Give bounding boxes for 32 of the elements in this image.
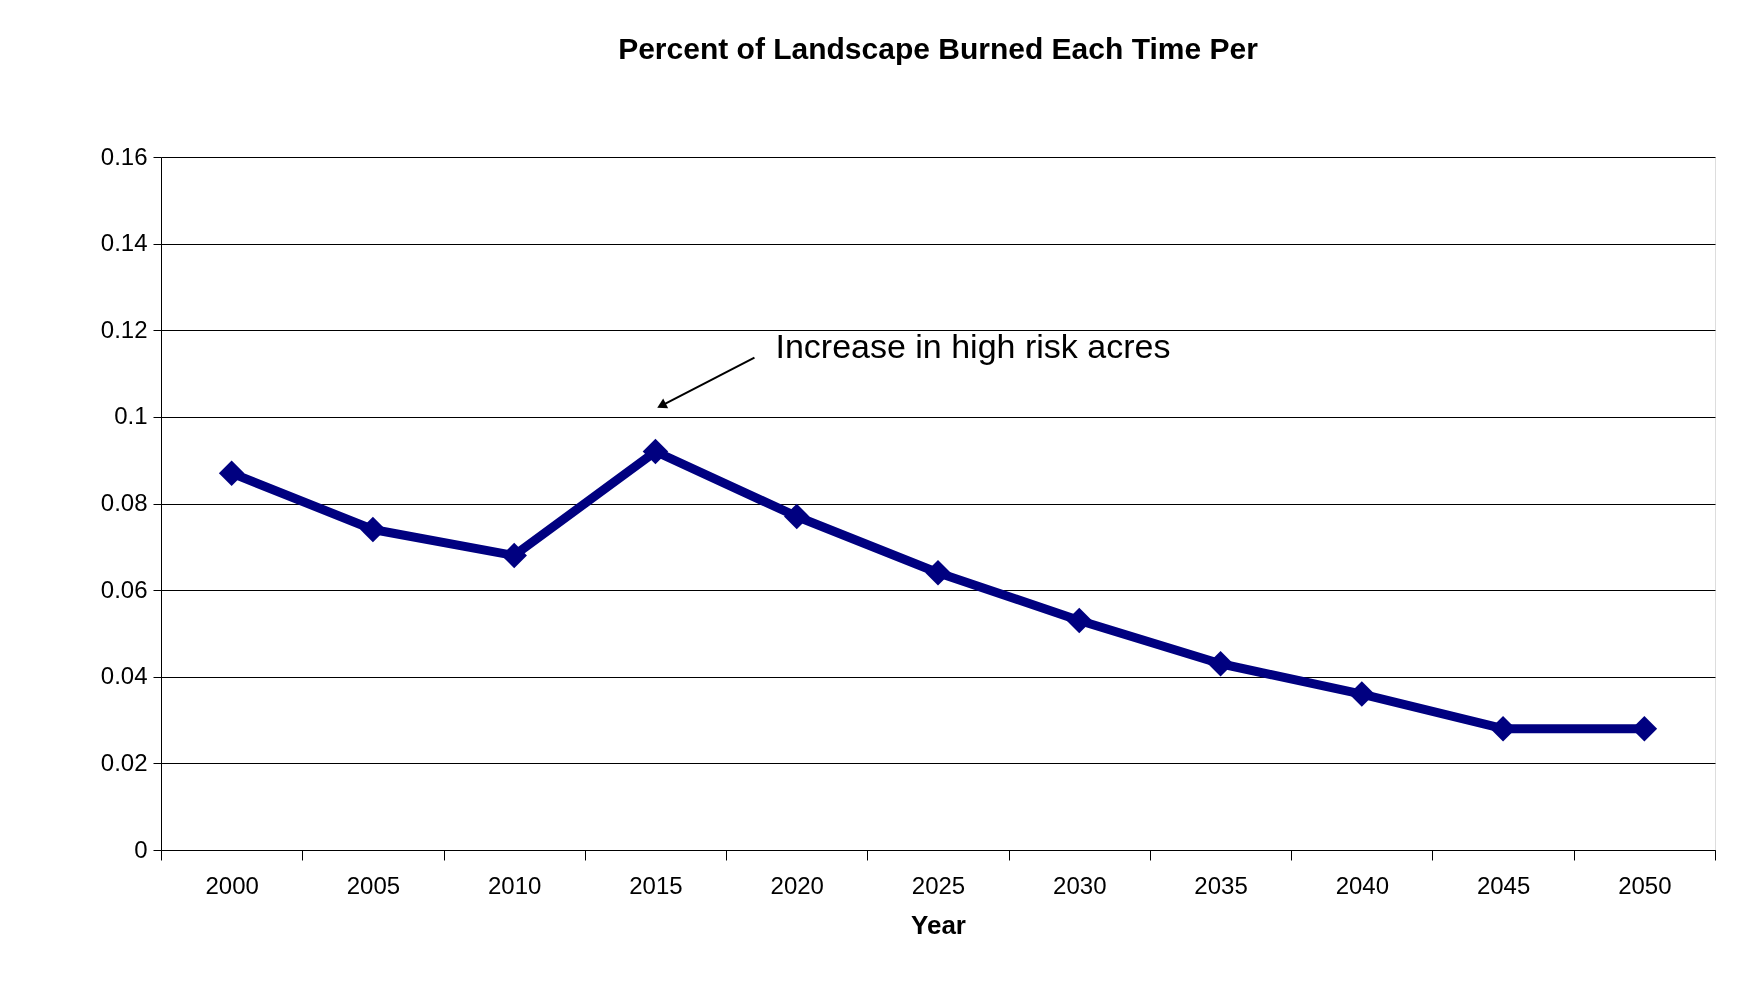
point — [1349, 681, 1375, 707]
point — [925, 560, 951, 586]
y-tick-label: 0.14 — [100, 229, 148, 257]
x-tick-label: 2045 — [1476, 871, 1531, 899]
x-tick-label: 2030 — [1053, 871, 1107, 899]
x-tick-label: 2040 — [1335, 871, 1390, 899]
point — [360, 516, 386, 543]
x-tick-label: 2035 — [1194, 871, 1248, 899]
x-tick-label: 2015 — [629, 871, 683, 899]
x-tick-label: 2050 — [1618, 871, 1672, 899]
point — [783, 503, 810, 530]
y-tick-label: 0.1 — [114, 402, 148, 430]
y-tick-label: 0 — [134, 835, 148, 863]
point — [501, 542, 527, 569]
y-tick-label: 0.08 — [100, 489, 148, 516]
y-tick-label: 0.16 — [100, 142, 148, 170]
point — [642, 438, 669, 465]
x-axis-title: Year — [911, 909, 966, 940]
chart-title: Percent of Landscape Burned Each Time Per — [618, 32, 1259, 65]
y-tick-label: 0.02 — [100, 748, 148, 776]
y-tick-label: 0.04 — [100, 662, 148, 690]
annotation: Increase in high risk acres — [775, 326, 1171, 365]
point — [1066, 607, 1093, 634]
x-tick-label: 2025 — [911, 871, 966, 899]
y-tick-label: 0.06 — [100, 575, 148, 603]
y-tick-label: 0.12 — [100, 315, 148, 343]
x-tick-label: 2005 — [346, 871, 401, 899]
x-tick-label: 2010 — [487, 871, 542, 899]
point — [218, 460, 245, 486]
point — [1207, 651, 1234, 677]
x-tick-label: 2020 — [770, 871, 824, 899]
x-tick-label: 2000 — [205, 871, 259, 899]
